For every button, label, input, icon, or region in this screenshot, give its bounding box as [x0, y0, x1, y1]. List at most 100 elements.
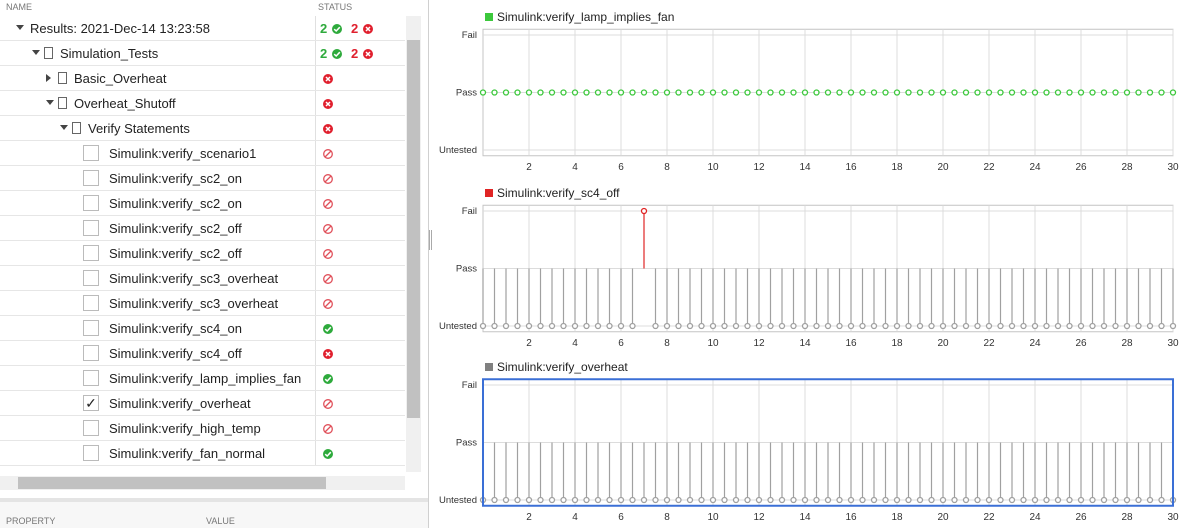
tree-row[interactable]: Simulink:verify_sc2_on — [0, 166, 405, 191]
stem-point — [893, 89, 901, 96]
stem-point — [1008, 268, 1016, 330]
marker — [985, 496, 993, 504]
tree-row[interactable]: Simulink:verify_fan_normal — [0, 441, 405, 466]
v-scrollbar[interactable] — [406, 16, 421, 472]
stem-point — [525, 89, 533, 96]
stem-point — [502, 89, 510, 96]
marker — [997, 89, 1004, 96]
stem-point — [744, 268, 751, 330]
tree-row[interactable]: Overheat_Shutoff — [0, 91, 405, 116]
marker — [767, 322, 774, 330]
x-tick-label: 2 — [526, 338, 532, 349]
tree-row[interactable]: Simulink:verify_scenario1 — [0, 141, 405, 166]
scroll-thumb[interactable] — [18, 477, 326, 489]
marker — [732, 496, 740, 504]
checkbox[interactable] — [83, 220, 99, 236]
row-label: Simulink:verify_sc2_on — [109, 196, 242, 211]
checkbox[interactable]: ✓ — [83, 395, 99, 411]
stem-point — [951, 442, 958, 504]
marker — [1112, 496, 1119, 504]
tree-row[interactable]: Simulink:verify_sc3_overheat — [0, 291, 405, 316]
stem-point — [882, 89, 889, 96]
checkbox[interactable] — [83, 270, 99, 286]
checkbox[interactable] — [83, 295, 99, 311]
h-scrollbar[interactable] — [0, 476, 405, 490]
marker — [675, 89, 682, 96]
tree-row[interactable]: Simulink:verify_sc2_off — [0, 241, 405, 266]
checkbox[interactable] — [83, 195, 99, 211]
status-cell — [315, 241, 406, 265]
checkbox[interactable] — [83, 370, 99, 386]
row-label: Simulink:verify_sc2_off — [109, 221, 242, 236]
stem-point — [721, 89, 728, 96]
checkbox[interactable] — [83, 420, 99, 436]
stem-point — [548, 268, 556, 330]
stem-point — [870, 268, 878, 330]
stem-point — [813, 442, 820, 504]
checkbox[interactable] — [83, 345, 99, 361]
marker — [951, 89, 958, 96]
marker — [491, 89, 498, 96]
tree-row[interactable]: Simulation_Tests 2 2 — [0, 41, 405, 66]
marker — [594, 89, 602, 96]
marker — [985, 89, 993, 96]
checkbox[interactable] — [83, 145, 99, 161]
status-icon-untested — [323, 299, 333, 309]
tree-row[interactable]: Verify Statements — [0, 116, 405, 141]
column-header[interactable]: PROPERTY — [6, 516, 56, 526]
marker — [560, 89, 567, 96]
checkbox[interactable] — [83, 245, 99, 261]
tree-row[interactable]: Basic_Overheat — [0, 66, 405, 91]
stem-point — [1054, 268, 1062, 330]
column-header[interactable]: STATUS — [318, 2, 353, 12]
column-header[interactable]: NAME — [6, 2, 33, 12]
expander[interactable] — [60, 125, 68, 130]
tree-row[interactable]: Simulink:verify_lamp_implies_fan — [0, 366, 405, 391]
status-cell — [315, 166, 406, 190]
marker — [847, 322, 855, 330]
stem-point — [617, 89, 625, 96]
expander[interactable] — [16, 25, 24, 30]
stem-point — [778, 89, 786, 96]
scroll-thumb[interactable] — [407, 40, 420, 418]
marker — [1089, 496, 1096, 504]
marker — [1077, 496, 1085, 504]
stem-point — [767, 442, 774, 504]
marker — [1077, 89, 1085, 96]
tree-row[interactable]: Simulink:verify_sc3_overheat — [0, 266, 405, 291]
stem-point — [709, 89, 717, 96]
status-icon-pass — [323, 324, 333, 334]
stem-point — [629, 89, 636, 96]
marker — [548, 322, 556, 330]
marker — [1054, 89, 1062, 96]
expander[interactable] — [32, 50, 40, 55]
row-label: Simulink:verify_sc2_off — [109, 246, 242, 261]
marker — [571, 496, 579, 504]
tree-row[interactable]: Simulink:verify_sc2_off — [0, 216, 405, 241]
expander[interactable] — [46, 100, 54, 105]
tree-row[interactable]: ✓ Simulink:verify_overheat — [0, 391, 405, 416]
tree-row[interactable]: Simulink:verify_sc4_on — [0, 316, 405, 341]
marker — [721, 89, 728, 96]
tree-row[interactable]: Simulink:verify_high_temp — [0, 416, 405, 441]
tree-row[interactable]: Results: 2021-Dec-14 13:23:58 2 2 — [0, 16, 405, 41]
tree-row[interactable]: Simulink:verify_sc2_on — [0, 191, 405, 216]
checkbox[interactable] — [83, 320, 99, 336]
checkbox[interactable] — [83, 445, 99, 461]
stem-point — [640, 89, 648, 96]
expander[interactable] — [46, 74, 51, 82]
item-icon — [58, 97, 67, 109]
tree-row[interactable]: Simulink:verify_sc4_off — [0, 341, 405, 366]
status-cell — [315, 341, 406, 365]
splitter-grip[interactable] — [429, 230, 432, 250]
x-tick-label: 24 — [1029, 338, 1041, 349]
stem-point — [1020, 268, 1027, 330]
marker — [514, 89, 521, 96]
marker — [663, 89, 671, 96]
splitter[interactable] — [0, 498, 428, 502]
marker — [928, 496, 935, 504]
checkbox[interactable] — [83, 170, 99, 186]
column-header[interactable]: VALUE — [206, 516, 235, 526]
stem-point — [571, 442, 579, 504]
stem-point — [951, 89, 958, 96]
